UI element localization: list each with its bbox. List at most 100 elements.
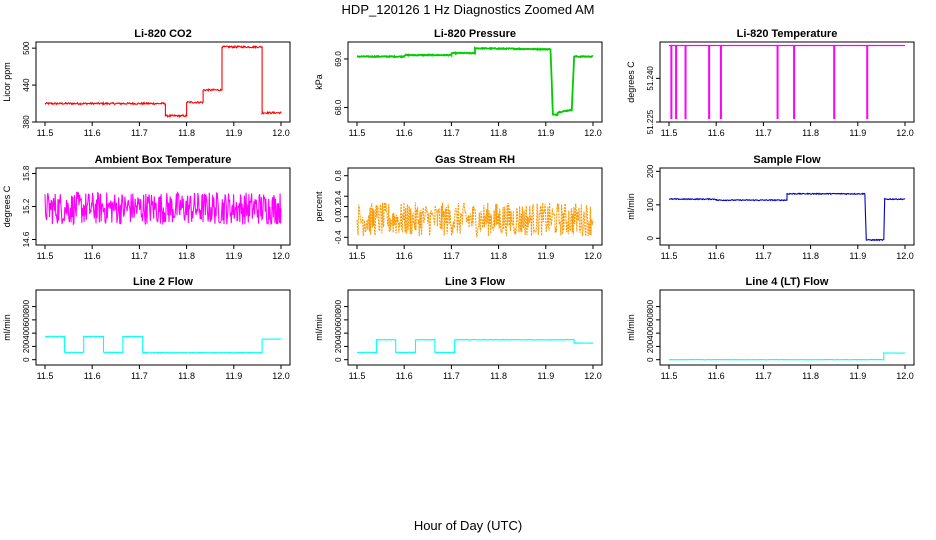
x-tick-label: 11.7 (443, 371, 460, 381)
y-axis-label: ml/min (2, 314, 12, 341)
plot-frame (35, 41, 291, 123)
panel-7: Line 2 Flow ml/min 11.5 11.6 11.7 11.8 11.9 12.… (2, 276, 291, 381)
y-tick-label: 800 (334, 299, 343, 313)
y-tick-label: 400 (646, 326, 655, 340)
plot-frame (35, 289, 291, 366)
y-tick-label: 380 (22, 115, 31, 129)
x-tick-label: 11.8 (802, 128, 819, 138)
plot-frame (659, 289, 915, 366)
x-tick-label: 11.8 (178, 251, 195, 261)
x-tick-label: 11.6 (396, 251, 413, 261)
x-tick-label: 11.5 (37, 128, 54, 138)
x-tick-label: 11.7 (755, 251, 772, 261)
y-tick-label: 600 (646, 313, 655, 327)
y-tick-label: 200 (646, 164, 655, 178)
x-tick-label: 11.9 (225, 371, 242, 381)
y-tick-label: 200 (22, 339, 31, 353)
panel-6: Sample Flow ml/min 11.5 11.6 11.7 11.8 11.9 12.… (626, 154, 915, 261)
x-tick-label: 11.5 (661, 128, 678, 138)
series-line (668, 192, 906, 242)
y-axis-label: ml/min (626, 193, 636, 220)
y-tick-label: 800 (22, 299, 31, 313)
y-axis-label: percent (314, 191, 324, 222)
x-tick-label: 12.0 (272, 371, 290, 381)
panel-title: Line 3 Flow (445, 276, 505, 288)
series-line (357, 338, 593, 354)
y-tick-label: 600 (22, 313, 31, 327)
x-tick-label: 11.5 (661, 371, 678, 381)
y-tick-label: -0.4 (334, 230, 343, 244)
series-line (356, 200, 594, 238)
y-tick-label: 0 (22, 357, 31, 362)
plot-frame (659, 167, 915, 246)
x-tick-label: 11.7 (131, 251, 148, 261)
y-axis-label: degrees C (2, 185, 12, 227)
x-tick-label: 11.6 (396, 371, 413, 381)
x-tick-label: 12.0 (896, 251, 914, 261)
y-tick-label: 200 (334, 339, 343, 353)
panel-title: Line 4 (LT) Flow (746, 276, 829, 288)
panel-1: Li-820 CO2 Licor ppm 11.5 11.6 11.7 11.8 11.9 1… (2, 28, 291, 138)
x-tick-label: 12.0 (896, 371, 914, 381)
y-axis-label: Licor ppm (2, 62, 12, 102)
x-tick-label: 11.6 (708, 128, 725, 138)
y-tick-label: 68.0 (334, 99, 343, 115)
figure-x-axis-label: Hour of Day (UTC) (413, 518, 523, 533)
panel-8: Line 3 Flow ml/min 11.5 11.6 11.7 11.8 11.9 12.… (314, 276, 603, 381)
y-tick-label: 14.6 (22, 231, 31, 247)
x-tick-label: 11.7 (443, 128, 460, 138)
y-tick-label: 0 (334, 357, 343, 362)
y-tick-label: 440 (22, 78, 31, 92)
x-tick-label: 11.6 (84, 371, 101, 381)
x-tick-label: 11.8 (178, 128, 195, 138)
x-tick-label: 12.0 (584, 251, 602, 261)
y-tick-label: 0 (646, 357, 655, 362)
panel-5: Gas Stream RH percent 11.5 11.6 11.7 11.8 11.9… (314, 154, 603, 261)
y-tick-label: 69.0 (334, 51, 343, 67)
x-tick-label: 11.6 (396, 128, 413, 138)
panel-title: Sample Flow (753, 154, 821, 166)
x-tick-label: 11.6 (708, 251, 725, 261)
x-tick-label: 11.8 (490, 128, 507, 138)
plot-frame (659, 41, 915, 123)
x-tick-label: 12.0 (896, 128, 914, 138)
x-tick-label: 11.7 (443, 251, 460, 261)
y-tick-label: 0.4 (334, 190, 343, 202)
panel-title: Li-820 CO2 (134, 28, 191, 40)
panel-9: Line 4 (LT) Flow ml/min 11.5 11.6 11.7 11.8 11… (626, 276, 915, 381)
figure-title: HDP_120126 1 Hz Diagnostics Zoomed AM (341, 2, 595, 17)
panel-title: Line 2 Flow (133, 276, 193, 288)
y-axis-label: kPa (314, 74, 324, 90)
x-tick-label: 11.6 (84, 251, 101, 261)
y-tick-label: 15.2 (22, 198, 31, 214)
x-tick-label: 11.9 (225, 251, 242, 261)
y-tick-label: 51.225 (646, 109, 655, 134)
panel-3: Li-820 Temperature degrees C 11.5 11.6 11.7 1… (626, 28, 915, 138)
y-axis-label: degrees C (626, 61, 636, 103)
panel-4: Ambient Box Temperature degrees C 11.5 11.6… (2, 154, 291, 261)
x-tick-label: 11.5 (349, 251, 366, 261)
x-tick-label: 12.0 (272, 128, 290, 138)
y-tick-label: 600 (334, 313, 343, 327)
x-tick-label: 12.0 (272, 251, 290, 261)
y-tick-label: 400 (22, 326, 31, 340)
x-tick-label: 11.9 (225, 128, 242, 138)
x-tick-label: 11.7 (131, 371, 148, 381)
plot-frame (347, 289, 603, 366)
y-tick-label: 0 (646, 236, 655, 241)
y-tick-label: 400 (334, 326, 343, 340)
x-tick-label: 11.7 (755, 371, 772, 381)
y-tick-label: 500 (22, 41, 31, 55)
x-tick-label: 12.0 (584, 371, 602, 381)
series-line (44, 335, 282, 354)
x-tick-label: 11.5 (349, 128, 366, 138)
x-tick-label: 11.9 (537, 128, 554, 138)
y-axis-label: ml/min (626, 314, 636, 341)
y-tick-label: 0.2 (334, 200, 343, 212)
y-tick-label: 0.8 (334, 170, 343, 182)
x-tick-label: 12.0 (584, 128, 602, 138)
y-tick-label: 0.0 (334, 211, 343, 223)
y-tick-label: 800 (646, 299, 655, 313)
x-tick-label: 11.9 (849, 128, 866, 138)
series-line (44, 191, 282, 226)
